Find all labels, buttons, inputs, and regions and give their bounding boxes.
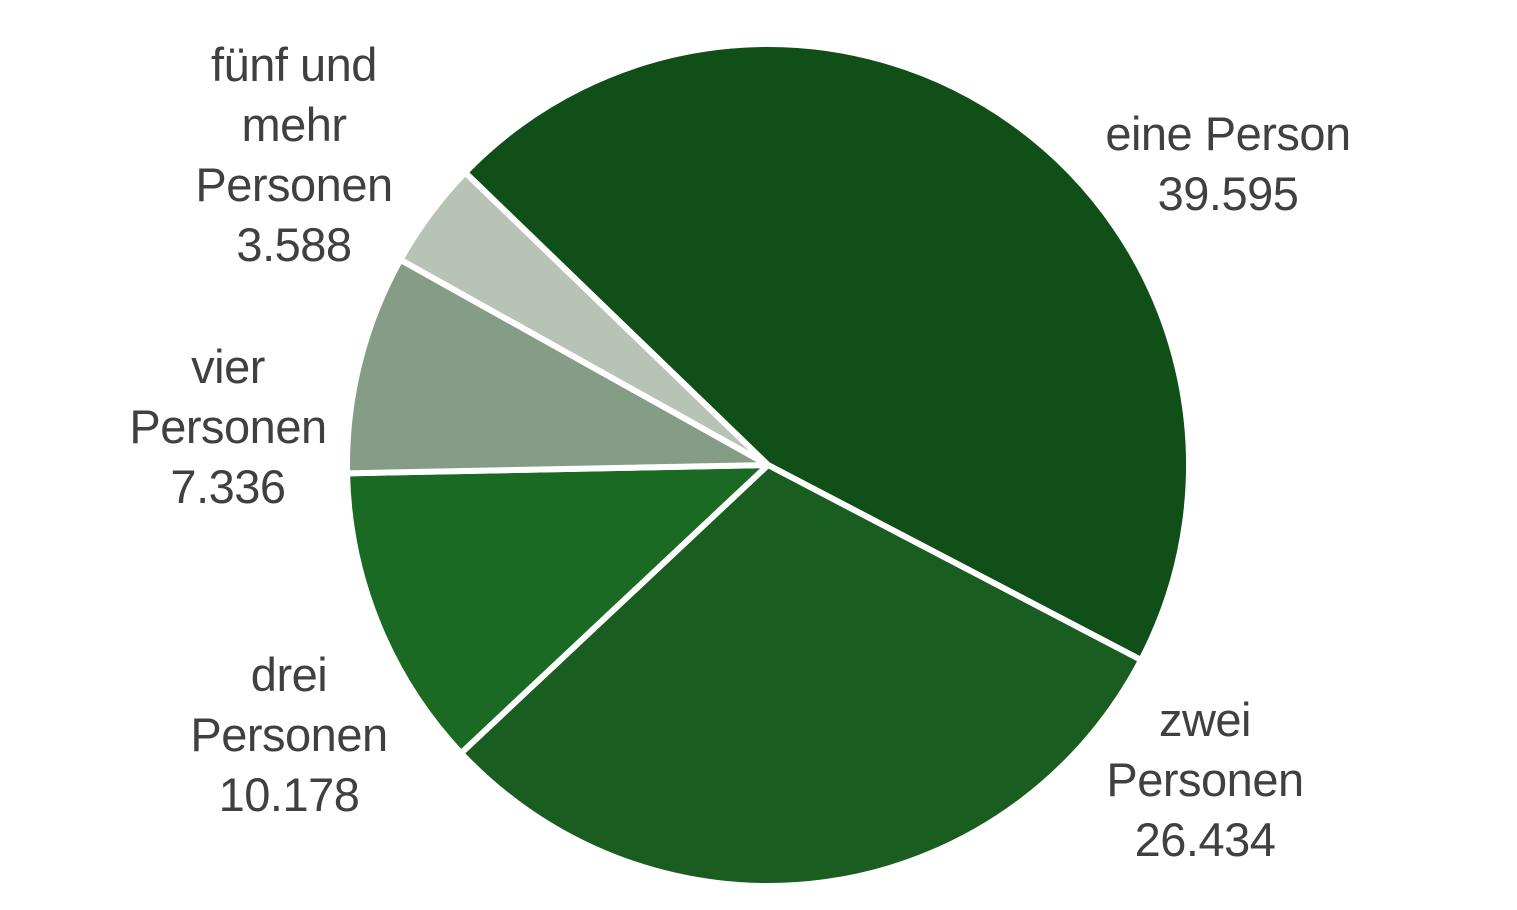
pie-slice-vier-personen — [344, 256, 771, 477]
data-label-category: vier — [191, 340, 265, 393]
data-label-value: 7.336 — [170, 460, 286, 513]
data-label-value: 10.178 — [218, 768, 360, 821]
data-label-category: mehr — [241, 98, 347, 151]
data-label-value: 26.434 — [1134, 813, 1276, 866]
data-label-category: Personen — [129, 400, 327, 453]
pie-slice-drei-personen — [344, 462, 771, 757]
data-label-category: Personen — [195, 158, 393, 211]
data-label-2: drei Personen 10.178 — [190, 645, 388, 825]
pie-slice-zwei-personen — [458, 462, 1145, 889]
data-label-category: drei — [250, 648, 328, 701]
data-label-category: Personen — [1106, 753, 1304, 806]
data-label-category: zwei — [1158, 693, 1252, 746]
data-label-4: fünf und mehr Personen 3.588 — [195, 35, 393, 275]
pie-slice-eine-person — [462, 40, 1193, 664]
data-label-0: eine Person 39.595 — [1105, 104, 1351, 224]
data-label-category: fünf und — [211, 38, 377, 91]
pie-slice-fünf-und-mehr-personen — [397, 169, 771, 468]
data-label-category: Personen — [190, 708, 388, 761]
data-label-value: 3.588 — [236, 218, 352, 271]
data-label-value: 39.595 — [1157, 167, 1299, 220]
data-label-3: vier Personen 7.336 — [129, 337, 327, 517]
data-label-category: eine Person — [1105, 107, 1351, 160]
data-label-1: zwei Personen 26.434 — [1106, 690, 1304, 870]
